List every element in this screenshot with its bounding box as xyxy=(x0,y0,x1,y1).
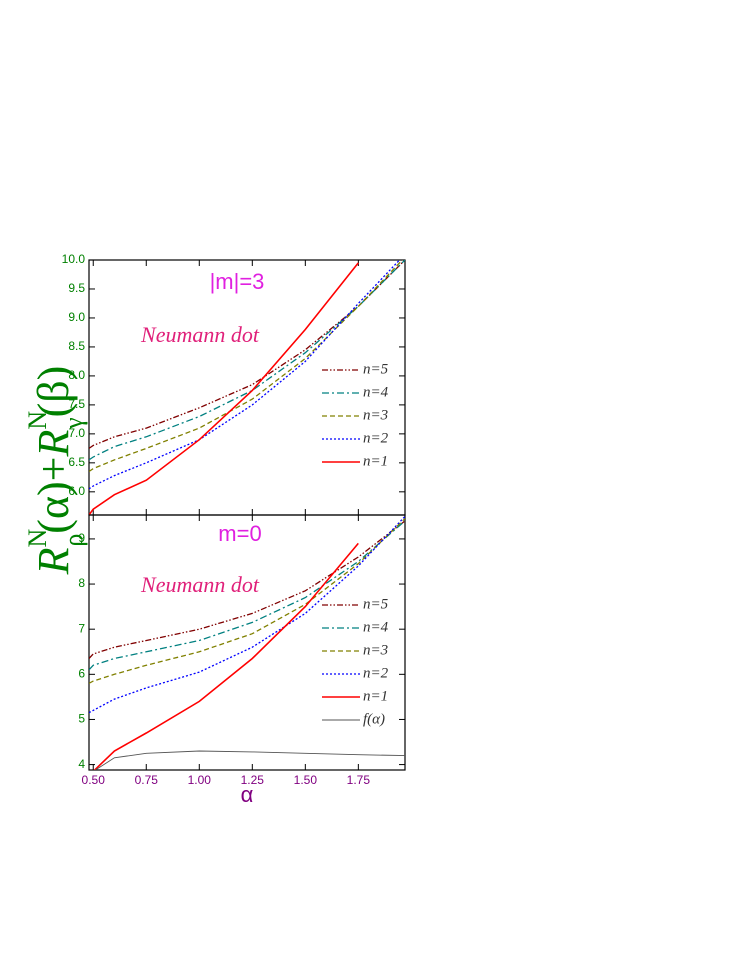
x-tick-label: 1.75 xyxy=(347,773,371,787)
y-tick-label: 5 xyxy=(78,712,85,726)
legend-label: n=4 xyxy=(363,384,389,400)
series-line xyxy=(94,750,405,770)
y-label-part: R xyxy=(29,547,78,575)
plot-frame xyxy=(88,514,406,771)
y-tick-label: 9.0 xyxy=(68,310,85,324)
series-line xyxy=(89,518,405,684)
series-line xyxy=(89,260,405,449)
x-axis-label: α xyxy=(241,782,254,807)
series-line xyxy=(89,260,405,461)
y-tick-label: 7.0 xyxy=(68,426,85,440)
series-line xyxy=(89,262,359,515)
y-tick-label: 7.5 xyxy=(68,397,85,411)
annotation: Neumann dot xyxy=(140,322,260,347)
y-tick-label: 9.5 xyxy=(68,281,85,295)
legend-label: n=3 xyxy=(363,407,388,423)
legend-label: n=4 xyxy=(363,619,389,635)
y-tick-label: 9 xyxy=(78,531,85,545)
y-label-part: R xyxy=(29,430,78,458)
x-tick-label: 1.25 xyxy=(241,773,265,787)
y-tick-label: 4 xyxy=(78,757,85,771)
legend-label: f(α) xyxy=(363,711,385,727)
y-tick-label: 6.0 xyxy=(68,484,85,498)
y-label-part: N xyxy=(23,528,52,547)
x-tick-label: 0.75 xyxy=(135,773,159,787)
annotation: Neumann dot xyxy=(140,572,260,597)
y-tick-label: 7 xyxy=(78,621,85,635)
y-tick-label: 10.0 xyxy=(62,252,86,266)
y-tick-label: 6 xyxy=(78,666,85,680)
series-line xyxy=(89,520,405,659)
y-label-part: N xyxy=(23,411,52,430)
y-axis-label: RN ρ(α)+RN γ(β) xyxy=(23,366,88,576)
x-tick-label: 0.50 xyxy=(82,773,106,787)
y-label-part: (α)+ xyxy=(29,457,78,534)
legend-label: n=1 xyxy=(363,688,388,704)
legend-label: n=5 xyxy=(363,596,389,612)
legend-label: n=5 xyxy=(363,361,389,377)
annotation: |m|=3 xyxy=(210,269,265,294)
annotation: m=0 xyxy=(218,521,261,546)
y-tick-label: 8.5 xyxy=(68,339,85,353)
legend-label: n=1 xyxy=(363,453,388,469)
x-tick-label: 1.00 xyxy=(188,773,212,787)
series-line xyxy=(89,260,404,473)
y-label-part: ρ xyxy=(59,534,88,547)
legend-label: n=3 xyxy=(363,642,388,658)
y-tick-label: 6.5 xyxy=(68,455,85,469)
y-tick-label: 8.0 xyxy=(68,368,85,382)
y-label-part: (β) xyxy=(29,366,78,418)
x-tick-label: 1.50 xyxy=(294,773,318,787)
series-line xyxy=(93,542,359,770)
series-line xyxy=(89,520,405,671)
y-tick-label: 8 xyxy=(78,576,85,590)
series-line xyxy=(89,515,405,714)
y-label-part: γ xyxy=(59,417,88,430)
legend-label: n=2 xyxy=(363,665,389,681)
legend-label: n=2 xyxy=(363,430,389,446)
